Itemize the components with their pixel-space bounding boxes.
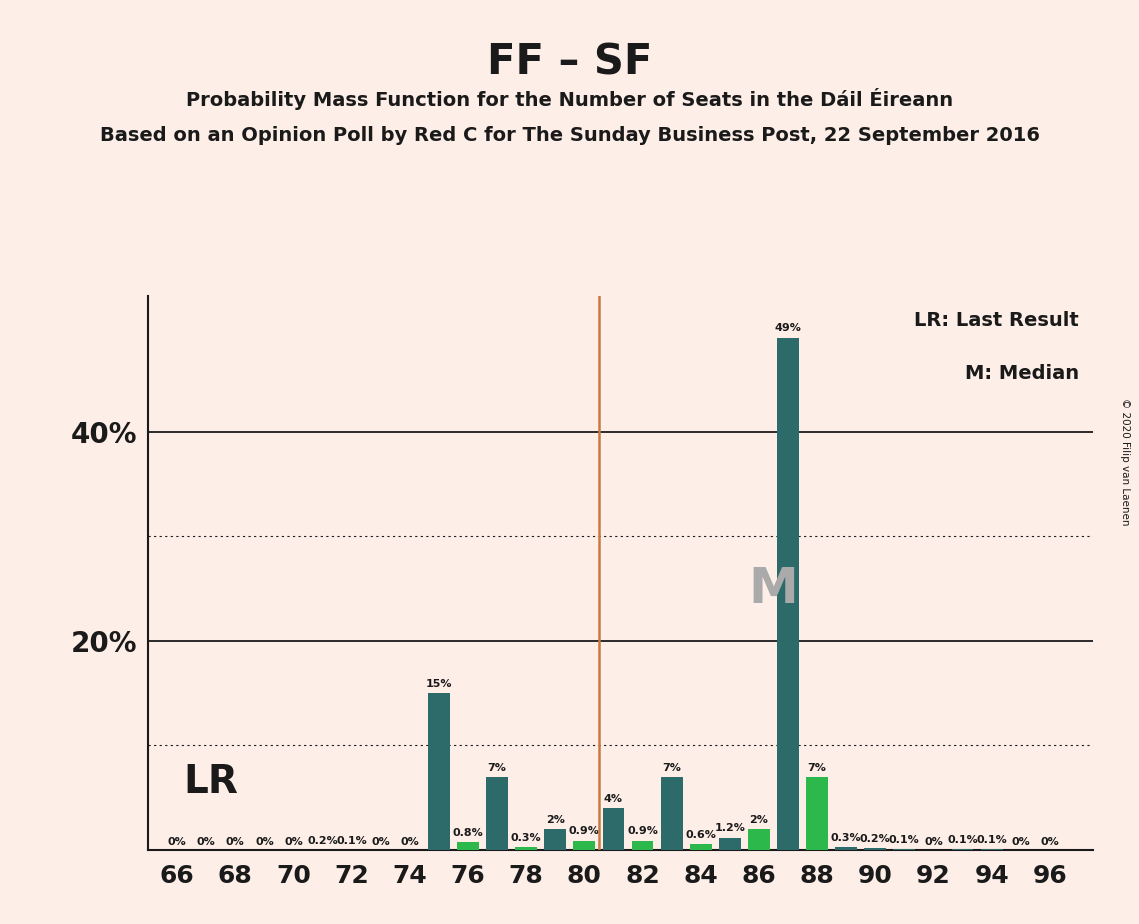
Text: 0%: 0% (1040, 837, 1059, 847)
Bar (748, 829, 770, 850)
Bar (865, 848, 886, 850)
Text: 0%: 0% (1011, 837, 1030, 847)
Bar (574, 841, 596, 850)
Text: 0.2%: 0.2% (308, 836, 338, 845)
Bar (515, 847, 538, 850)
Text: 0.1%: 0.1% (890, 835, 919, 845)
Text: 0%: 0% (255, 837, 273, 847)
Text: 0.9%: 0.9% (570, 826, 600, 836)
Text: 0.6%: 0.6% (686, 830, 716, 840)
Bar (574, 841, 596, 850)
Bar (428, 693, 450, 850)
Text: Probability Mass Function for the Number of Seats in the Dáil Éireann: Probability Mass Function for the Number… (186, 88, 953, 110)
Text: 0%: 0% (197, 837, 215, 847)
Bar (719, 837, 740, 850)
Text: 15%: 15% (426, 679, 452, 689)
Bar (806, 777, 828, 850)
Text: 7%: 7% (487, 762, 507, 772)
Text: 0.3%: 0.3% (830, 833, 861, 843)
Text: 2%: 2% (546, 815, 565, 825)
Text: 7%: 7% (662, 762, 681, 772)
Text: © 2020 Filip van Laenen: © 2020 Filip van Laenen (1120, 398, 1130, 526)
Text: 0.1%: 0.1% (336, 836, 367, 845)
Bar (661, 777, 682, 850)
Bar (603, 808, 624, 850)
Text: M: M (748, 565, 798, 613)
Text: 0.9%: 0.9% (628, 826, 658, 836)
Text: 0.1%: 0.1% (948, 835, 978, 845)
Text: M: Median: M: Median (965, 364, 1079, 383)
Text: 0%: 0% (924, 837, 943, 847)
Text: 2%: 2% (749, 815, 769, 825)
Text: LR: LR (183, 763, 238, 801)
Bar (835, 847, 858, 850)
Bar (690, 844, 712, 850)
Text: LR: Last Result: LR: Last Result (915, 311, 1079, 331)
Bar (690, 844, 712, 850)
Bar (893, 849, 916, 850)
Bar (952, 849, 974, 850)
Bar (632, 841, 654, 850)
Bar (515, 847, 538, 850)
Text: 1.2%: 1.2% (714, 823, 745, 833)
Text: 0%: 0% (167, 837, 187, 847)
Bar (806, 777, 828, 850)
Text: 0.8%: 0.8% (452, 828, 483, 837)
Text: 0%: 0% (284, 837, 303, 847)
Text: 0.3%: 0.3% (511, 833, 541, 843)
Text: 0.1%: 0.1% (976, 835, 1007, 845)
Bar (981, 849, 1002, 850)
Text: 7%: 7% (808, 762, 827, 772)
Text: 0%: 0% (401, 837, 419, 847)
Text: 0%: 0% (371, 837, 391, 847)
Bar (632, 841, 654, 850)
Text: 4%: 4% (604, 794, 623, 804)
Text: FF – SF: FF – SF (486, 42, 653, 83)
Bar (457, 842, 480, 850)
Text: 0.2%: 0.2% (860, 833, 891, 844)
Bar (486, 777, 508, 850)
Text: 0%: 0% (226, 837, 245, 847)
Bar (777, 337, 798, 850)
Text: Based on an Opinion Poll by Red C for The Sunday Business Post, 22 September 201: Based on an Opinion Poll by Red C for Th… (99, 126, 1040, 145)
Text: 49%: 49% (775, 323, 802, 334)
Bar (457, 842, 480, 850)
Bar (544, 829, 566, 850)
Bar (748, 829, 770, 850)
